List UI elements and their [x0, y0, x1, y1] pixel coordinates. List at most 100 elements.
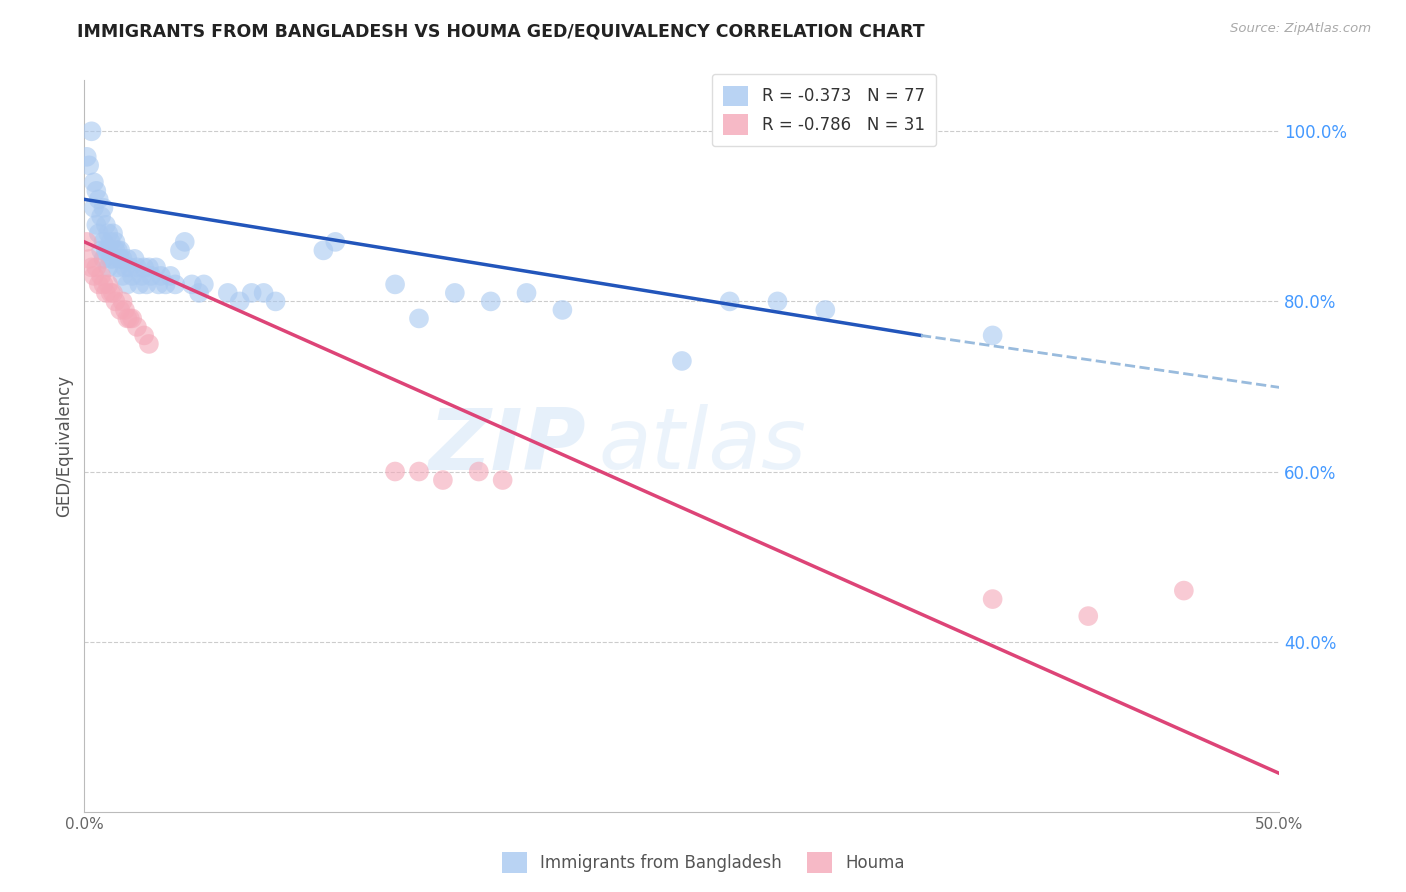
Point — [229, 294, 252, 309]
Point — [94, 244, 117, 258]
Point — [155, 277, 177, 292]
Point — [93, 277, 115, 292]
Text: IMMIGRANTS FROM BANGLADESH VS HOUMA GED/EQUIVALENCY CORRELATION CHART: IMMIGRANTS FROM BANGLADESH VS HOUMA GED/… — [77, 22, 925, 40]
Point — [87, 227, 110, 241]
Point — [100, 252, 122, 266]
Point — [1077, 609, 1099, 624]
Point — [132, 328, 156, 343]
Point — [766, 294, 789, 309]
Point — [432, 473, 454, 487]
Point — [94, 285, 117, 300]
Point — [93, 235, 115, 249]
Point — [181, 277, 204, 292]
Point — [253, 285, 276, 300]
Point — [93, 201, 115, 215]
Point — [551, 302, 574, 317]
Text: ZIP: ZIP — [429, 404, 586, 488]
Point — [312, 244, 335, 258]
Point — [87, 277, 110, 292]
Point — [76, 235, 98, 249]
Point — [118, 260, 141, 275]
Point — [408, 311, 430, 326]
Point — [110, 252, 132, 266]
Point — [132, 260, 156, 275]
Point — [100, 285, 122, 300]
Point — [97, 227, 120, 241]
Point — [325, 235, 347, 249]
Point — [149, 268, 172, 283]
Point — [83, 268, 105, 283]
Point — [111, 268, 134, 283]
Point — [121, 311, 143, 326]
Point — [479, 294, 502, 309]
Point — [90, 210, 112, 224]
Point — [124, 252, 146, 266]
Point — [90, 244, 112, 258]
Point — [94, 218, 117, 232]
Point — [981, 592, 1004, 607]
Point — [188, 285, 211, 300]
Point — [104, 244, 127, 258]
Point — [125, 320, 148, 334]
Point — [86, 184, 108, 198]
Point — [114, 302, 136, 317]
Point — [80, 124, 103, 138]
Point — [110, 244, 132, 258]
Point — [107, 260, 129, 275]
Point — [981, 328, 1004, 343]
Point — [159, 268, 181, 283]
Point — [118, 311, 141, 326]
Point — [128, 277, 150, 292]
Point — [1173, 583, 1195, 598]
Point — [516, 285, 538, 300]
Point — [101, 227, 124, 241]
Text: Source: ZipAtlas.com: Source: ZipAtlas.com — [1230, 22, 1371, 36]
Point — [444, 285, 467, 300]
Point — [90, 268, 112, 283]
Point — [83, 175, 105, 189]
Point — [135, 277, 157, 292]
Point — [111, 294, 134, 309]
Point — [97, 260, 120, 275]
Point — [77, 158, 100, 172]
Point — [145, 260, 167, 275]
Y-axis label: GED/Equivalency: GED/Equivalency — [55, 375, 73, 517]
Point — [408, 465, 430, 479]
Point — [114, 260, 136, 275]
Point — [193, 277, 215, 292]
Point — [384, 277, 406, 292]
Point — [104, 235, 127, 249]
Point — [93, 252, 115, 266]
Point — [671, 354, 693, 368]
Point — [131, 268, 153, 283]
Text: atlas: atlas — [599, 404, 806, 488]
Point — [77, 252, 100, 266]
Point — [165, 277, 187, 292]
Point — [86, 260, 108, 275]
Point — [83, 201, 105, 215]
Point — [100, 235, 122, 249]
Point — [173, 235, 195, 249]
Point — [138, 260, 160, 275]
Point — [117, 311, 139, 326]
Point — [97, 244, 120, 258]
Point — [117, 252, 139, 266]
Point — [101, 252, 124, 266]
Point — [138, 337, 160, 351]
Point — [468, 465, 491, 479]
Point — [86, 218, 108, 232]
Point — [111, 252, 134, 266]
Legend: R = -0.373   N = 77, R = -0.786   N = 31: R = -0.373 N = 77, R = -0.786 N = 31 — [711, 74, 936, 146]
Point — [148, 277, 170, 292]
Point — [76, 150, 98, 164]
Point — [814, 302, 837, 317]
Point — [97, 277, 120, 292]
Point — [107, 244, 129, 258]
Point — [87, 192, 110, 206]
Point — [492, 473, 515, 487]
Point — [141, 268, 163, 283]
Point — [121, 268, 143, 283]
Point — [217, 285, 239, 300]
Point — [240, 285, 263, 300]
Point — [80, 260, 103, 275]
